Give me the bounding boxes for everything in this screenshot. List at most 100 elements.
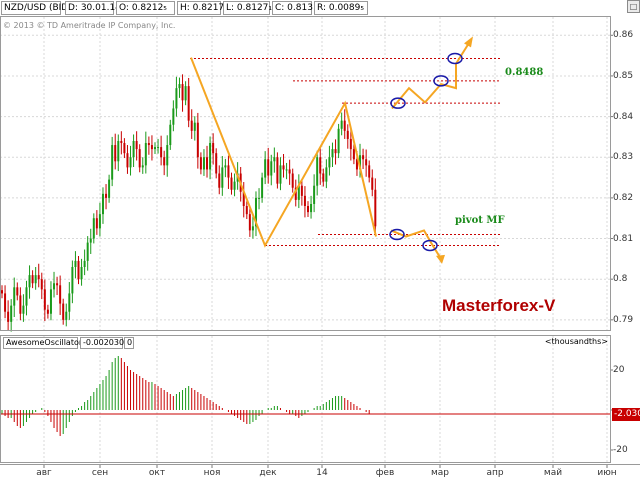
candle-body [227,165,230,178]
fib-level-label: 0.8488 [505,67,544,78]
marker-ellipse [422,239,438,252]
pivot-label: pivot MF [455,215,505,226]
candle-body [215,153,218,174]
price-tick-label: 0.86 [613,30,634,41]
candle-body [371,177,374,190]
candle-body [279,165,282,184]
price-tick-label: 0.79 [613,314,634,325]
watermark-text: Masterforex-V [442,296,556,315]
candle-body [28,275,31,288]
price-tick-label: 0.82 [613,192,634,203]
marker-ellipse [389,228,405,241]
candle-body [276,157,279,184]
time-tick-label: окт [148,468,166,478]
candle-body [117,140,120,162]
candle-body [56,283,59,286]
candle-body [340,120,343,129]
candle-body [254,197,257,227]
price-tick-label: 0.85 [613,70,634,81]
time-tick-label: май [543,468,563,478]
candle-body [43,289,46,310]
candle-body [40,279,43,290]
candle-body [98,214,101,229]
candle-body [297,185,300,200]
time-tick-label: июн [597,468,617,478]
candle-body [248,214,251,231]
candle-body [178,84,181,89]
candle-body [190,120,193,131]
candle-body [138,149,141,168]
candle-body [7,311,10,322]
candle-body [10,305,13,322]
candle-body [294,187,297,200]
candle-body [65,311,68,320]
low-box: L: 0.8127₁ [223,1,272,15]
candle-body [233,181,236,190]
candle-body [209,143,212,170]
candle-body [282,165,285,170]
candle-body [92,218,95,239]
candle-body [46,309,49,314]
candle-body [368,165,371,178]
candle-body [62,303,65,320]
candle-body [77,260,80,280]
candle-body [267,159,270,176]
candle-body [258,197,261,199]
candle-body [59,285,62,304]
candle-body [157,147,160,149]
candle-body [273,157,276,162]
candle-body [132,140,135,158]
candle-body [337,128,340,154]
candle-body [359,155,362,170]
candle-body [101,193,104,215]
candle-body [1,290,3,294]
restore-icon[interactable]: □ [627,0,640,13]
candle-body [291,173,294,188]
candle-body [202,157,205,170]
candle-body [264,159,267,178]
candle-body [251,226,254,231]
candle-body [316,157,319,186]
candle-body [71,266,74,294]
candle-body [126,153,129,168]
marker-ellipse [433,75,449,87]
candle-body [123,143,126,154]
candle-body [172,108,175,125]
oscillator-name-box[interactable]: AwesomeOscillator [3,337,82,349]
candle-body [319,157,322,174]
price-tick-label: 0.83 [613,152,634,163]
level-lines [190,57,500,246]
candle-body [141,165,144,168]
pattern-markers [389,52,463,252]
price-tick-label: 0.8 [613,274,628,285]
candle-body [80,266,83,280]
candle-body [346,130,349,139]
price-tick-label: 0.81 [613,233,634,244]
oscillator-pane-frame [0,335,611,463]
oscillator-units: <thousandths> [544,337,608,346]
candle-body [325,167,328,182]
oscillator-value-box: -0.0020305 [80,337,129,349]
candle-body [114,145,117,162]
candle-body [19,295,22,314]
symbol-box[interactable]: NZD/USD (BID) 1 y D [1,1,98,15]
time-tick-label: 14 [316,468,328,478]
candle-body [53,283,56,290]
candle-body [300,185,303,196]
candle-body [187,86,190,121]
candle-body [166,145,169,166]
candle-body [328,157,331,168]
candle-body [196,122,199,158]
price-pane-frame [0,16,611,331]
candle-body [181,84,184,101]
candle-body [310,203,313,213]
candle-body [270,161,273,176]
candle-body [175,88,178,109]
candle-body [89,238,92,243]
candle-body [349,138,352,150]
candle-body [193,122,196,131]
oscillator-tick-label: 20 [613,365,625,375]
candle-body [4,293,7,312]
